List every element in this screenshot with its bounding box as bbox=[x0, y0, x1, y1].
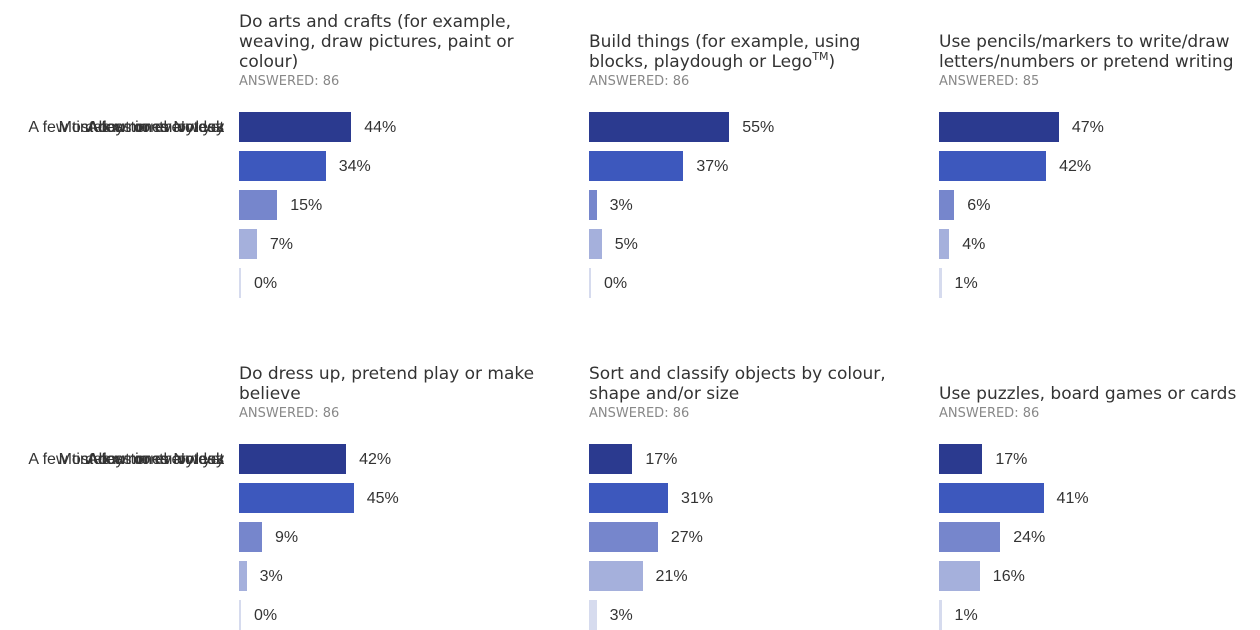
panel-title-block: Build things (for example, using blocks,… bbox=[589, 32, 889, 90]
panel-title: Use puzzles, board games or cards bbox=[939, 384, 1237, 404]
bar bbox=[239, 190, 278, 220]
bar bbox=[239, 151, 326, 181]
bar bbox=[239, 600, 241, 630]
panel-title-block: Do arts and crafts (for example, weaving… bbox=[239, 12, 539, 90]
answered-count: ANSWERED: 86 bbox=[589, 406, 690, 421]
category-label: A few times a week bbox=[87, 119, 224, 136]
bar bbox=[939, 561, 980, 591]
value-label: 16% bbox=[992, 568, 1025, 585]
panel-title: Do dress up, pretend play or make believ… bbox=[239, 364, 535, 404]
category-label: About once a week bbox=[87, 451, 224, 468]
value-label: 42% bbox=[1059, 158, 1092, 175]
value-label: 37% bbox=[696, 158, 729, 175]
value-label: 31% bbox=[681, 490, 714, 507]
panel-title: Do arts and crafts (for example, weaving… bbox=[239, 12, 514, 72]
answered-count: ANSWERED: 86 bbox=[939, 406, 1040, 421]
value-label: 3% bbox=[609, 607, 633, 624]
panel-title-block: Use pencils/markers to write/draw letter… bbox=[939, 32, 1259, 90]
value-label: 0% bbox=[254, 275, 278, 292]
trademark-superscript: TM bbox=[812, 50, 829, 63]
answered-count: ANSWERED: 86 bbox=[239, 74, 340, 89]
bar bbox=[589, 483, 669, 513]
value-label: 3% bbox=[609, 197, 633, 214]
bar bbox=[239, 268, 241, 298]
panel-title: Use pencils/markers to write/draw letter… bbox=[939, 32, 1234, 72]
bar bbox=[589, 561, 643, 591]
category-label: About once a week bbox=[87, 119, 224, 136]
bar bbox=[939, 444, 983, 474]
value-label: 5% bbox=[614, 236, 638, 253]
bar bbox=[239, 112, 352, 142]
bar bbox=[939, 268, 942, 298]
category-label: Not yet bbox=[173, 451, 224, 468]
value-label: 9% bbox=[274, 529, 299, 546]
bar bbox=[239, 483, 354, 513]
category-label: Most days or every day bbox=[58, 451, 224, 468]
panel-title: Sort and classify objects by colour, sha… bbox=[589, 364, 886, 404]
bar bbox=[939, 112, 1059, 142]
value-label: 41% bbox=[1056, 490, 1089, 507]
value-label: 34% bbox=[338, 158, 371, 175]
value-label: 0% bbox=[254, 607, 278, 624]
bar bbox=[939, 522, 1001, 552]
bar bbox=[589, 522, 658, 552]
bar bbox=[589, 190, 597, 220]
value-label: 44% bbox=[364, 119, 397, 136]
value-label: 24% bbox=[1013, 529, 1046, 546]
bar bbox=[239, 561, 247, 591]
bar bbox=[589, 151, 684, 181]
value-label: 47% bbox=[1071, 119, 1104, 136]
bar bbox=[939, 483, 1044, 513]
value-label: 4% bbox=[962, 236, 986, 253]
value-label: 15% bbox=[290, 197, 323, 214]
value-label: 1% bbox=[954, 607, 978, 624]
value-label: 17% bbox=[995, 451, 1028, 468]
bar bbox=[939, 229, 950, 259]
value-label: 27% bbox=[670, 529, 703, 546]
bar bbox=[589, 229, 602, 259]
value-label: 55% bbox=[742, 119, 775, 136]
value-label: 21% bbox=[655, 568, 688, 585]
value-label: 6% bbox=[967, 197, 991, 214]
panel-title: Build things (for example, using blocks,… bbox=[589, 32, 861, 72]
value-label: 1% bbox=[954, 275, 978, 292]
bar bbox=[939, 600, 942, 630]
bar bbox=[589, 444, 633, 474]
bar bbox=[239, 229, 257, 259]
bar bbox=[589, 268, 591, 298]
answered-count: ANSWERED: 86 bbox=[239, 406, 340, 421]
panel-title-block: Sort and classify objects by colour, sha… bbox=[589, 364, 889, 422]
bar bbox=[939, 151, 1047, 181]
panel-title-block: Use puzzles, board games or cards ANSWERE… bbox=[939, 384, 1259, 422]
value-label: 0% bbox=[604, 275, 628, 292]
bar bbox=[589, 600, 597, 630]
value-label: 45% bbox=[366, 490, 399, 507]
value-label: 42% bbox=[359, 451, 392, 468]
category-label: A few times a week bbox=[87, 451, 224, 468]
panel-title-block: Do dress up, pretend play or make believ… bbox=[239, 364, 539, 422]
category-label: A few times a month or less bbox=[28, 451, 224, 468]
category-label: Most days or every day bbox=[58, 119, 224, 136]
value-label: 3% bbox=[259, 568, 283, 585]
value-label: 17% bbox=[645, 451, 678, 468]
answered-count: ANSWERED: 86 bbox=[589, 74, 690, 89]
bar bbox=[239, 444, 347, 474]
bar bbox=[239, 522, 262, 552]
category-label: A few times a month or less bbox=[28, 119, 224, 136]
bar bbox=[939, 190, 955, 220]
answered-count: ANSWERED: 85 bbox=[939, 74, 1040, 89]
category-label: Not yet bbox=[173, 119, 224, 136]
value-label: 7% bbox=[269, 236, 293, 253]
bar bbox=[589, 112, 730, 142]
